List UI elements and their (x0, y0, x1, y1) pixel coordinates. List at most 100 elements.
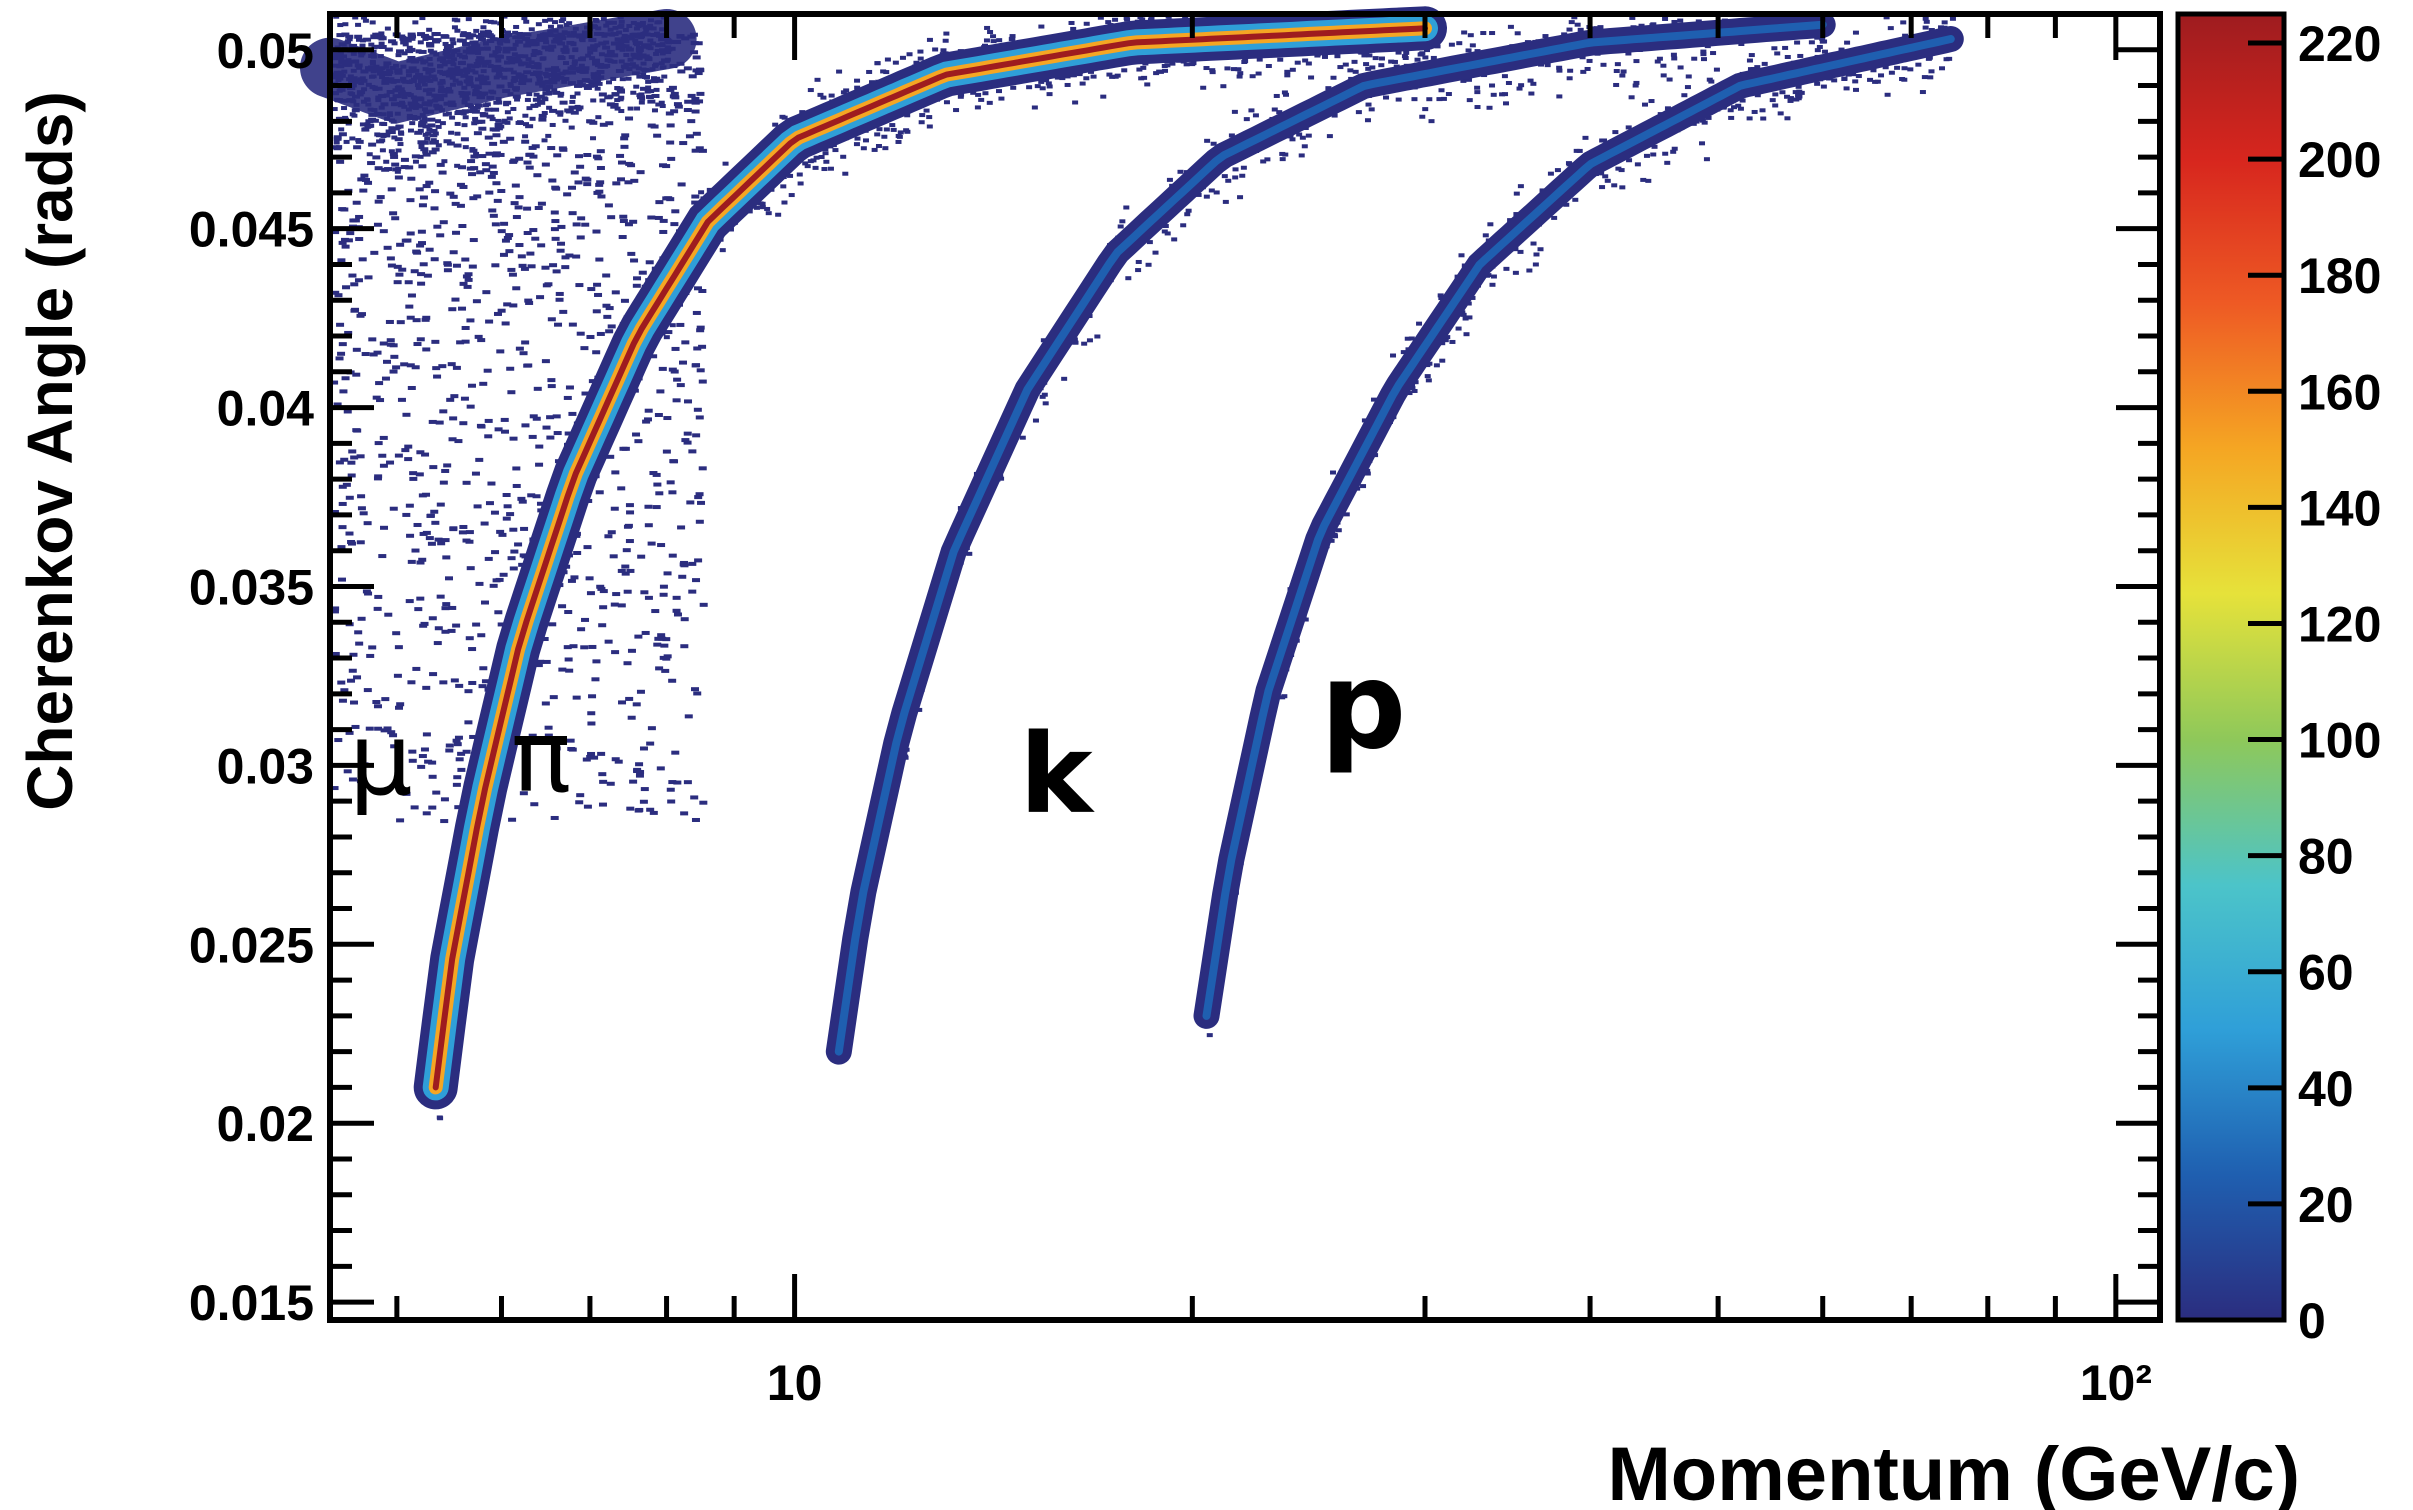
scatter-point (1321, 54, 1328, 59)
scatter-point (455, 683, 464, 688)
scatter-point (1445, 92, 1452, 97)
scatter-point (570, 575, 579, 580)
scatter-point (1614, 62, 1621, 67)
scatter-point (1166, 177, 1173, 182)
scatter-point (1203, 66, 1210, 71)
scatter-point (528, 434, 537, 439)
scatter-point (604, 203, 613, 208)
scatter-point (517, 254, 526, 259)
scatter-point (1221, 174, 1228, 179)
scatter-point (568, 105, 577, 110)
scatter-point (1171, 237, 1178, 242)
scatter-point (616, 153, 625, 158)
scatter-point (617, 568, 626, 573)
scatter-point (555, 297, 564, 302)
scatter-point (984, 25, 991, 30)
scatter-point (408, 749, 417, 754)
scatter-point (599, 589, 608, 594)
scatter-point (398, 267, 407, 272)
scatter-point (453, 742, 462, 747)
scatter-point (630, 178, 639, 183)
scatter-point (1852, 87, 1859, 92)
scatter-point (549, 122, 556, 127)
scatter-point (348, 668, 357, 673)
scatter-point (384, 612, 393, 617)
scatter-point (677, 525, 686, 530)
scatter-point (590, 136, 597, 141)
scatter-point (1161, 229, 1168, 234)
scatter-point (1887, 26, 1894, 31)
scatter-point (688, 589, 697, 594)
scatter-point (506, 512, 515, 517)
scatter-point (1444, 335, 1451, 340)
scatter-point (592, 229, 601, 234)
y-tick-label: 0.045 (189, 202, 314, 258)
scatter-point (493, 198, 502, 203)
colorbar (2175, 11, 2287, 1323)
scatter-point (875, 144, 882, 149)
scatter-point (1821, 39, 1828, 44)
scatter-point (456, 203, 465, 208)
scatter-point (1086, 338, 1093, 343)
scatter-point (695, 492, 704, 497)
scatter-point (599, 605, 608, 610)
scatter-point (1239, 173, 1246, 178)
scatter-point (393, 781, 402, 786)
scatter-point (533, 173, 542, 178)
scatter-point (576, 793, 585, 798)
scatter-point (1681, 93, 1688, 98)
scatter-point (1296, 132, 1303, 137)
scatter-point (530, 103, 539, 108)
scatter-point (1034, 84, 1041, 89)
scatter-point (338, 484, 347, 489)
scatter-point (1466, 98, 1473, 103)
scatter-point (348, 777, 357, 782)
scatter-point (1302, 58, 1309, 63)
scatter-point (860, 146, 867, 151)
scatter-point (691, 817, 700, 822)
scatter-point (1424, 374, 1431, 379)
scatter-point (532, 97, 541, 102)
band-core (834, 20, 1827, 1056)
scatter-point (450, 41, 457, 46)
scatter-point (353, 428, 362, 433)
scatter-point (592, 659, 601, 664)
scatter-point (1041, 392, 1048, 397)
scatter-point (1582, 135, 1589, 140)
scatter-point (1634, 162, 1641, 167)
scatter-point (478, 684, 487, 689)
scatter-point (523, 122, 530, 127)
scatter-point (368, 117, 377, 122)
scatter-point (610, 506, 619, 511)
scatter-point (506, 136, 515, 141)
scatter-point (413, 522, 422, 527)
colorbar-tick-label: 120 (2298, 596, 2381, 652)
scatter-point (1737, 106, 1744, 111)
scatter-point (412, 318, 421, 323)
scatter-point (544, 725, 553, 730)
scatter-point (1370, 397, 1377, 402)
scatter-point (574, 83, 583, 88)
scatter-point (447, 628, 456, 633)
scatter-point (1343, 512, 1350, 517)
scatter-point (417, 272, 426, 277)
scatter-point (426, 27, 433, 32)
scatter-point (333, 146, 342, 151)
scatter-point (479, 666, 488, 671)
scatter-point (1626, 158, 1633, 163)
scatter-point (1094, 334, 1101, 339)
scatter-point (666, 123, 675, 128)
scatter-point (651, 108, 658, 113)
scatter-point (330, 510, 339, 515)
scatter-point (874, 61, 881, 66)
scatter-point (338, 240, 347, 245)
scatter-point (340, 688, 349, 693)
scatter-point (451, 25, 458, 30)
scatter-point (355, 139, 364, 144)
scatter-point (431, 147, 440, 152)
scatter-point (619, 219, 628, 224)
scatter-point (1152, 250, 1159, 255)
y-axis-ticks (330, 47, 2160, 1305)
scatter-point (1360, 484, 1367, 489)
scatter-point (368, 337, 377, 342)
